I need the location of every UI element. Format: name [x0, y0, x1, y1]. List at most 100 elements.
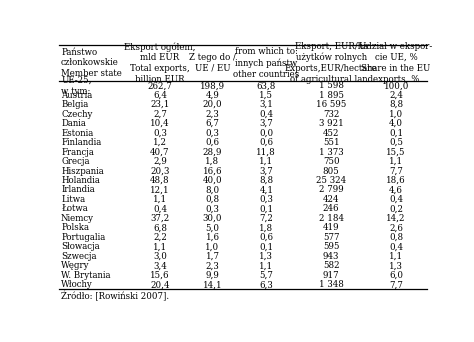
- Text: 1,1: 1,1: [153, 195, 167, 204]
- Text: 0,4: 0,4: [259, 110, 273, 119]
- Text: 4,6: 4,6: [389, 185, 403, 195]
- Text: 805: 805: [323, 167, 339, 175]
- Text: 2,4: 2,4: [389, 91, 403, 100]
- Text: 0,1: 0,1: [389, 129, 403, 137]
- Text: 1,3: 1,3: [389, 261, 403, 270]
- Text: 1,6: 1,6: [205, 233, 219, 242]
- Text: 0,0: 0,0: [259, 129, 273, 137]
- Text: Polska: Polska: [61, 223, 89, 232]
- Text: 0,5: 0,5: [389, 138, 403, 147]
- Text: 198,9: 198,9: [200, 81, 225, 90]
- Text: Udział w ekspor-
cie UE, %
Share in the EU
exports, %: Udział w ekspor- cie UE, % Share in the …: [359, 42, 433, 83]
- Text: 4,9: 4,9: [206, 91, 219, 100]
- Text: 3,0: 3,0: [153, 252, 167, 261]
- Text: 0,1: 0,1: [259, 205, 273, 213]
- Text: 8,8: 8,8: [259, 176, 273, 185]
- Text: 1,1: 1,1: [153, 242, 167, 251]
- Text: 20,3: 20,3: [150, 167, 170, 175]
- Text: 16 595: 16 595: [316, 100, 346, 109]
- Text: 11,8: 11,8: [256, 147, 276, 157]
- Text: 0,8: 0,8: [389, 233, 403, 242]
- Text: 1,1: 1,1: [389, 252, 403, 261]
- Text: Eksport, EUR/ha
użytków rolnych
Exports,EUR/hectare
of agricultural land: Eksport, EUR/ha użytków rolnych Exports,…: [285, 42, 377, 84]
- Text: 0,4: 0,4: [389, 242, 403, 251]
- Text: 0,3: 0,3: [259, 195, 273, 204]
- Text: 595: 595: [323, 242, 339, 251]
- Text: Szwecja: Szwecja: [61, 252, 97, 261]
- Text: 732: 732: [323, 110, 339, 119]
- Text: 943: 943: [323, 252, 339, 261]
- Text: 262,7: 262,7: [147, 81, 173, 90]
- Text: 0,2: 0,2: [389, 205, 403, 213]
- Text: Grecja: Grecja: [61, 157, 90, 166]
- Text: 750: 750: [323, 157, 339, 166]
- Text: 1,1: 1,1: [259, 157, 273, 166]
- Text: 1,3: 1,3: [259, 252, 273, 261]
- Text: 0,8: 0,8: [205, 195, 219, 204]
- Text: 1,7: 1,7: [205, 252, 219, 261]
- Text: Austria: Austria: [61, 91, 92, 100]
- Text: 452: 452: [323, 129, 339, 137]
- Text: 6,0: 6,0: [389, 271, 403, 280]
- Text: 3,7: 3,7: [259, 167, 273, 175]
- Text: 100,0: 100,0: [383, 81, 409, 90]
- Text: 0,4: 0,4: [389, 195, 403, 204]
- Text: 40,7: 40,7: [150, 147, 170, 157]
- Text: 6,4: 6,4: [153, 91, 167, 100]
- Text: 1 598: 1 598: [319, 81, 344, 90]
- Text: W. Brytania: W. Brytania: [61, 271, 110, 280]
- Text: 424: 424: [323, 195, 339, 204]
- Text: 4,0: 4,0: [389, 119, 403, 128]
- Text: Dania: Dania: [61, 119, 86, 128]
- Text: 14,2: 14,2: [386, 214, 406, 223]
- Text: Belgia: Belgia: [61, 100, 88, 109]
- Text: 14,1: 14,1: [202, 280, 222, 289]
- Text: 0,3: 0,3: [153, 129, 167, 137]
- Text: 2 184: 2 184: [319, 214, 344, 223]
- Text: 0,3: 0,3: [206, 129, 219, 137]
- Text: 5,0: 5,0: [205, 223, 219, 232]
- Text: 1 373: 1 373: [319, 147, 343, 157]
- Text: 551: 551: [323, 138, 339, 147]
- Text: 2,3: 2,3: [206, 110, 219, 119]
- Text: 0,6: 0,6: [205, 138, 219, 147]
- Text: 1,5: 1,5: [259, 91, 273, 100]
- Text: from which to:
innych państw
other countries: from which to: innych państw other count…: [233, 48, 300, 79]
- Text: 2,7: 2,7: [153, 110, 167, 119]
- Text: 63,8: 63,8: [256, 81, 276, 90]
- Text: Łotwa: Łotwa: [61, 205, 88, 213]
- Text: 1,0: 1,0: [205, 242, 219, 251]
- Text: 0,3: 0,3: [206, 205, 219, 213]
- Text: Francja: Francja: [61, 147, 94, 157]
- Text: 4,1: 4,1: [259, 185, 273, 195]
- Text: 1,0: 1,0: [389, 110, 403, 119]
- Text: Hiszpania: Hiszpania: [61, 167, 104, 175]
- Text: 1,8: 1,8: [205, 157, 219, 166]
- Text: 6,7: 6,7: [206, 119, 219, 128]
- Text: Estonia: Estonia: [61, 129, 93, 137]
- Text: 0,4: 0,4: [153, 205, 167, 213]
- Text: 7,7: 7,7: [389, 167, 403, 175]
- Text: 6,8: 6,8: [153, 223, 167, 232]
- Text: UE-25,
w tym:: UE-25, w tym:: [61, 76, 91, 95]
- Text: 18,6: 18,6: [386, 176, 406, 185]
- Text: 577: 577: [323, 233, 339, 242]
- Text: Włochy: Włochy: [61, 280, 93, 289]
- Text: Holandia: Holandia: [61, 176, 100, 185]
- Text: 2 799: 2 799: [319, 185, 344, 195]
- Text: 15,6: 15,6: [150, 271, 170, 280]
- Text: Portugalia: Portugalia: [61, 233, 105, 242]
- Text: 1 895: 1 895: [319, 91, 344, 100]
- Text: Słowacja: Słowacja: [61, 242, 100, 251]
- Text: 10,4: 10,4: [150, 119, 170, 128]
- Text: 0,1: 0,1: [259, 242, 273, 251]
- Text: 7,7: 7,7: [389, 280, 403, 289]
- Text: 2,3: 2,3: [206, 261, 219, 270]
- Text: Węgry: Węgry: [61, 261, 90, 270]
- Text: 12,1: 12,1: [150, 185, 170, 195]
- Text: 16,6: 16,6: [203, 167, 222, 175]
- Text: 8,8: 8,8: [389, 100, 403, 109]
- Text: 40,0: 40,0: [202, 176, 222, 185]
- Text: 3 921: 3 921: [319, 119, 344, 128]
- Text: 2,9: 2,9: [153, 157, 167, 166]
